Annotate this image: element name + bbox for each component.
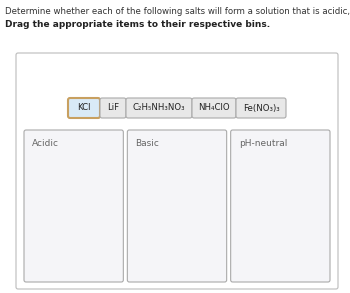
FancyBboxPatch shape [192, 98, 236, 118]
FancyBboxPatch shape [100, 98, 126, 118]
Text: Drag the appropriate items to their respective bins.: Drag the appropriate items to their resp… [5, 20, 270, 29]
FancyBboxPatch shape [127, 130, 227, 282]
Text: LiF: LiF [107, 103, 119, 113]
Text: KCl: KCl [77, 103, 91, 113]
Text: Fe(NO₃)₃: Fe(NO₃)₃ [243, 103, 279, 113]
Text: pH-neutral: pH-neutral [239, 139, 287, 148]
FancyBboxPatch shape [231, 130, 330, 282]
FancyBboxPatch shape [24, 130, 123, 282]
Text: Acidic: Acidic [32, 139, 59, 148]
Text: NH₄ClO: NH₄ClO [198, 103, 230, 113]
Text: Basic: Basic [135, 139, 159, 148]
FancyBboxPatch shape [236, 98, 286, 118]
Text: C₂H₅NH₃NO₃: C₂H₅NH₃NO₃ [133, 103, 185, 113]
Text: Determine whether each of the following salts will form a solution that is acidi: Determine whether each of the following … [5, 7, 350, 16]
FancyBboxPatch shape [68, 98, 100, 118]
FancyBboxPatch shape [16, 53, 338, 289]
FancyBboxPatch shape [126, 98, 192, 118]
